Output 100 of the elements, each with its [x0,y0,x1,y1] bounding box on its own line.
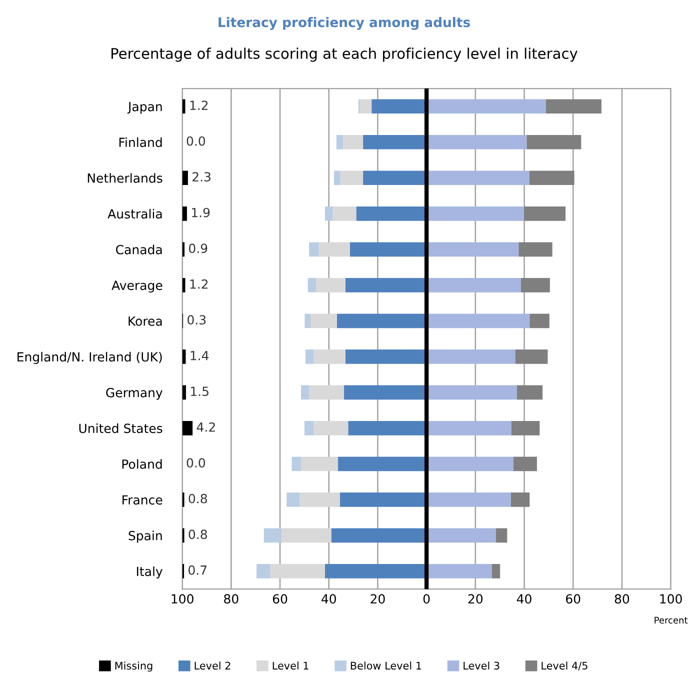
legend-label: Level 3 [464,662,500,670]
y-tick-label: Average [112,280,162,293]
data-label: 1.9 [192,208,210,218]
bar [182,206,187,221]
bar [496,528,508,543]
bar [426,492,511,507]
bar [304,314,311,328]
bar [301,385,310,400]
bar [529,170,574,186]
bar [340,170,364,186]
bar [426,135,527,150]
bar [310,314,337,328]
bar [515,350,548,364]
data-label: 0.8 [188,530,207,540]
data-label: 1.4 [190,351,209,360]
bar [520,278,550,292]
bar [334,170,340,186]
bar [343,135,364,150]
legend-label: Level 2 [194,662,230,670]
bar [332,206,356,221]
y-tick-label: Netherlands [88,173,162,183]
data-label: 1.2 [190,100,208,110]
bar [426,314,530,328]
bar [426,242,519,257]
bar [182,385,186,400]
y-tick-label: Finland [119,137,162,148]
bar [426,528,496,543]
bar [530,314,550,328]
bar [264,528,282,543]
bar [324,206,333,221]
x-tick-label: 80 [614,594,630,604]
y-tick-label: Poland [122,459,162,469]
bar [516,385,543,400]
x-tick-label: 60 [566,594,580,604]
chart-subtitle: Percentage of adults scoring at each proficiency level in literacy [112,48,578,62]
y-tick-label: Italy [136,566,162,579]
bar [526,135,582,150]
x-tick-label: 20 [370,594,385,604]
bar [426,206,524,221]
bar [511,421,540,436]
bar [286,492,300,507]
bar [304,421,314,436]
legend-label: Below Level 1 [350,662,422,670]
data-label: 2.3 [192,172,210,182]
bar [316,278,346,292]
bar [300,492,340,507]
bar [426,170,530,186]
bar [182,278,186,292]
bar [546,99,602,114]
x-tick-label: 0 [423,594,430,604]
data-label: 1.2 [190,279,208,289]
bar [282,528,332,543]
bar [309,385,344,400]
bar [182,99,186,114]
bar [314,421,348,436]
data-label: 0.3 [188,315,206,325]
data-label: 0.7 [188,565,207,575]
chart-title: Literacy proficiency among adults [218,17,470,30]
y-tick-label: Korea [128,316,162,326]
x-axis-title: Percent [654,616,688,624]
x-tick-label: 100 [172,594,194,604]
x-tick-label: 80 [224,594,238,604]
bar [292,456,302,472]
y-tick-label: Australia [108,208,162,219]
bar [426,456,514,472]
bar [360,99,372,114]
y-tick-label: Germany [106,388,163,400]
y-tick-label: Japan [127,102,162,114]
x-tick-label: 100 [660,594,682,604]
bar [426,278,521,292]
y-tick-label: England/N. Ireland (UK) [18,352,162,364]
legend-label: Level 1 [272,662,308,670]
data-label: 0.9 [189,244,208,254]
bar [510,492,530,507]
data-label: 0.0 [186,136,206,146]
bar [318,242,350,257]
bar [305,350,314,364]
bar [314,350,346,364]
bar [492,564,500,578]
bar [309,242,319,257]
data-label: 1.5 [191,386,208,396]
bar [518,242,552,257]
x-tick-label: 60 [272,594,288,604]
y-tick-label: United States [79,423,162,434]
bar [426,385,517,400]
x-tick-label: 40 [322,594,336,604]
y-tick-label: Spain [128,530,162,543]
bar [514,456,537,472]
data-label: 0.0 [186,458,206,468]
data-label: 4.2 [196,422,215,432]
bar [270,564,325,578]
x-tick-label: 20 [468,594,483,604]
bar [426,421,512,436]
bar [426,350,516,364]
bar [426,99,546,114]
bar [182,170,188,186]
bar [524,206,566,221]
legend-label: Missing [115,662,152,672]
bar [336,135,344,150]
bar [256,564,270,578]
